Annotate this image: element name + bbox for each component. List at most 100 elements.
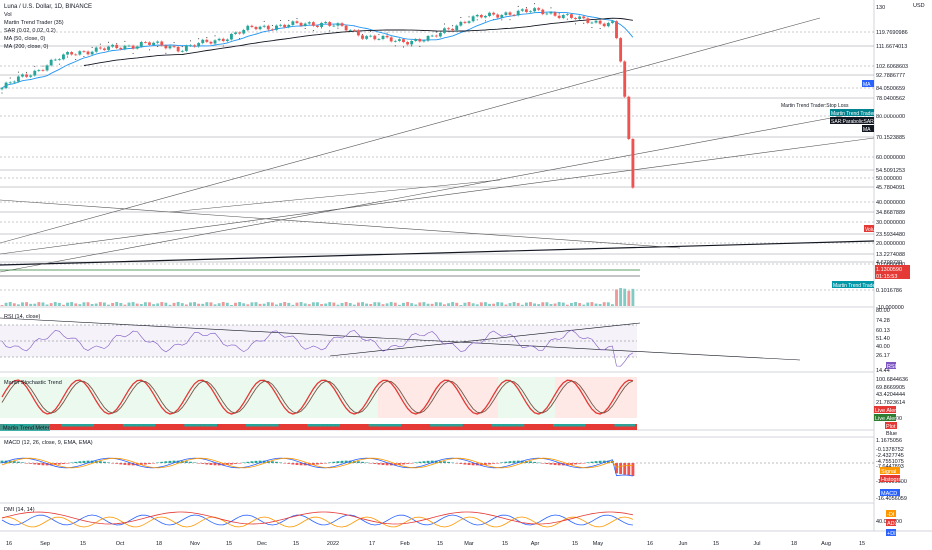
macd-bar — [21, 462, 24, 463]
volume-bar — [242, 303, 246, 306]
meter-cell — [114, 424, 119, 427]
volume-bar — [406, 302, 410, 306]
macd-bar — [197, 463, 201, 464]
volume-bar — [180, 303, 184, 306]
candle-body — [578, 16, 582, 19]
indicator-legend[interactable]: Vol Martin Trend Trader (35) SAR (0.02, 0.… — [4, 12, 64, 50]
volume-bar — [619, 288, 623, 306]
meter-cell — [77, 424, 82, 427]
sar-dot — [402, 46, 404, 48]
macd-bar — [348, 460, 352, 463]
candle-body — [115, 44, 119, 49]
macd-bar — [582, 463, 586, 464]
meter-cell — [471, 424, 476, 427]
indicator-legend-item[interactable]: Martin Trend Trader (35) — [4, 20, 64, 26]
candle-body — [352, 30, 356, 31]
macd-bar — [418, 461, 422, 463]
volume-bar — [369, 303, 373, 306]
volume-bar — [160, 302, 164, 306]
candle-body — [254, 26, 258, 30]
volume-bar — [520, 304, 524, 306]
volume-bar — [615, 289, 618, 306]
macd-bar — [53, 463, 57, 466]
candle-body — [475, 14, 479, 17]
candle-body — [418, 39, 422, 42]
volume-bar — [582, 304, 586, 306]
macd-bar — [270, 461, 274, 463]
volume-bar — [361, 302, 364, 306]
time-axis[interactable]: 16 Sep 15 Oct 18 Nov 15 Dec 15 2022 17 Feb 15 Mar 15 Ap… — [6, 541, 865, 547]
meter-cell — [180, 424, 185, 427]
macd-bar — [12, 461, 16, 463]
indicator-legend-item[interactable]: SAR (0.02, 0.02, 0.2) — [4, 28, 56, 34]
meter-cell — [192, 424, 197, 427]
meter-cell — [368, 424, 373, 427]
volume-bar — [410, 303, 414, 306]
volume-bar — [414, 304, 418, 306]
macd-bar — [193, 462, 196, 463]
sar-dot — [124, 40, 126, 42]
macd-bar — [238, 463, 242, 464]
meter-cell — [196, 424, 201, 427]
macd-bar — [447, 461, 450, 463]
candle-body — [168, 46, 172, 49]
meter-cell — [606, 424, 611, 427]
macd-bar — [250, 461, 254, 463]
meter-cell — [299, 424, 304, 427]
meter-cell — [385, 424, 390, 427]
price-axis-label: 54.5091253 — [876, 168, 905, 174]
volume-bar — [512, 302, 516, 306]
trend-lines — [0, 17, 875, 277]
meter-cell — [278, 424, 283, 427]
candle-body — [553, 12, 557, 16]
meter-cell — [172, 424, 177, 427]
macd-bar — [578, 463, 582, 464]
candle-body — [143, 42, 147, 43]
macd-bar — [107, 462, 110, 463]
candle-body — [344, 25, 348, 31]
candle-body — [16, 76, 20, 82]
sar-dot — [173, 42, 175, 44]
candle-body — [127, 45, 131, 47]
indicator-legend-item[interactable]: MA (200, close, 0) — [4, 44, 48, 50]
volume-bar — [184, 304, 188, 306]
macd-bar — [160, 461, 164, 463]
indicator-legend-item[interactable]: MA (50, close, 0) — [4, 36, 45, 42]
line-tag: SAR:ParabolicSAR — [831, 119, 874, 125]
volume-bar — [438, 302, 442, 306]
macd-line — [1, 457, 633, 477]
volume-bar — [283, 302, 287, 306]
time-axis-label: 15 — [859, 541, 865, 547]
sar-dot — [91, 46, 93, 48]
time-axis-label: 15 — [80, 541, 86, 547]
indicator-legend-item[interactable]: Vol — [4, 12, 12, 18]
stochastic-pane — [1, 379, 634, 415]
macd-bar — [320, 463, 323, 464]
meter-cell — [454, 424, 459, 427]
volume-bar — [29, 303, 33, 306]
macd-bar — [373, 463, 377, 464]
meter-cell — [253, 424, 259, 427]
volume-bar — [225, 302, 229, 306]
volume-bar — [37, 302, 41, 306]
price-axis[interactable]: 130 119.7690986 111.6674013 102.6068603 92.7… — [875, 5, 910, 311]
macd-bar — [414, 462, 418, 463]
time-axis-label: Jun — [679, 541, 688, 547]
line-tag: MA — [863, 127, 871, 133]
sar-dot — [189, 40, 191, 42]
meter-cell — [335, 424, 340, 427]
price-gridlines — [0, 31, 874, 291]
candle-body — [4, 82, 8, 89]
volume-bar — [189, 302, 192, 306]
sar-dot — [34, 65, 36, 67]
macd-bar — [451, 462, 455, 464]
candle-body — [33, 70, 37, 76]
macd-bar — [152, 463, 156, 464]
macd-bar — [119, 463, 123, 465]
macd-bar — [402, 463, 405, 465]
meter-cell — [229, 424, 234, 427]
meter-cell — [282, 424, 287, 427]
macd-bar — [184, 461, 188, 463]
rsi-line — [1, 329, 634, 367]
